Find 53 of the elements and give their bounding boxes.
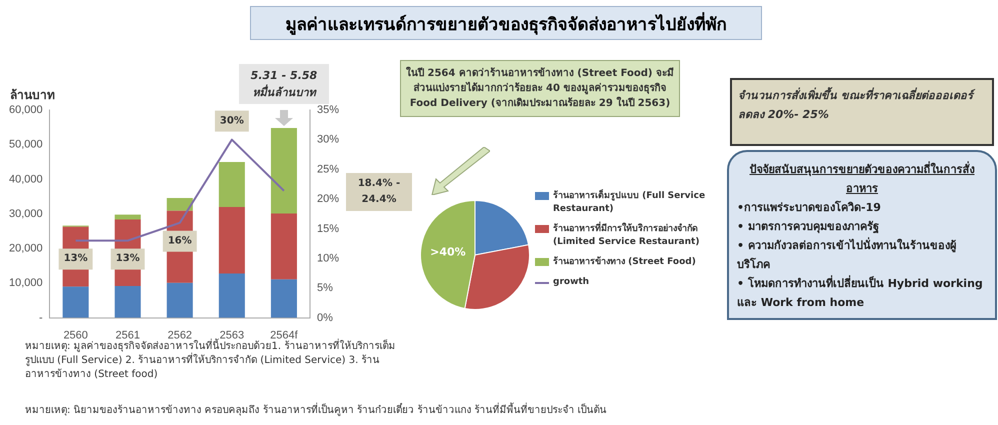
data-label: 13% — [116, 253, 140, 264]
x-tick-label: 2561 — [116, 329, 140, 342]
y2-tick-label: 30% — [316, 134, 340, 146]
legend-label: ร้านอาหารเต็มรูปแบบ (Full Service Restaurant) — [553, 190, 706, 216]
data-label: 30% — [220, 115, 244, 126]
bar — [270, 214, 297, 280]
bar — [114, 286, 141, 318]
bar — [218, 273, 245, 318]
y-tick-label: 50,000 — [8, 138, 43, 151]
text: • ความกังวลต่อการเข้าไปนั่งทานในร้านของผู้บริโภค — [737, 236, 957, 273]
text: จำนวนการสั่งเพิ่มขึ้น ขณะที่ราคาเฉลี่ยต่อออเดอร์ลดลง 20%- 25% — [730, 78, 994, 146]
legend-label: ร้านอาหารข้างทาง (Street Food) — [553, 256, 696, 269]
bar — [114, 214, 141, 220]
y2-tick-label: 15% — [316, 222, 340, 235]
data-label: 16% — [168, 235, 192, 246]
bar — [62, 286, 89, 318]
y2-tick-label: 25% — [316, 163, 340, 176]
bar — [270, 279, 297, 318]
y2-tick-label: 35% — [316, 104, 340, 116]
data-label: 13% — [64, 253, 88, 264]
y-tick-label: - — [38, 312, 43, 324]
annotation: 5.31 - 5.58 หมื่นล้านบาท — [238, 64, 329, 104]
bar — [270, 128, 297, 214]
bar — [166, 198, 193, 211]
text: มูลค่าและเทรนด์การขยายตัวของธุรกิจจัดส่งอาหารไปยังที่พัก — [250, 6, 762, 40]
x-tick-label: 2560 — [63, 329, 88, 342]
text: ปัจจัยสนับสนุนการขยายตัวของความถี่ในการสั่งอาหาร — [748, 160, 976, 197]
legend-label: ร้านอาหารที่มีการให้บริการอย่างจำกัด (Limited Service Restaurant) — [553, 223, 700, 249]
x-tick-label: 2562 — [168, 329, 192, 342]
legend-label: growth — [553, 276, 590, 289]
y-tick-label: 60,000 — [8, 104, 43, 116]
bar — [218, 162, 245, 207]
y-tick-label: 40,000 — [8, 173, 43, 186]
text: หมายเหตุ: นิยามของร้านอาหารข้างทาง ครอบคลุมถึง ร้านอาหารที่เป็นคูหา ร้านก๋วยเตี๋ยว ร้านข้าวแกง ร้านที่มีพื้นที่ขายประจำ เป็นต้น — [25, 404, 608, 418]
y2-tick-label: 10% — [316, 252, 340, 264]
y-axis-title: ล้านบาท — [10, 87, 55, 104]
y-tick-label: 20,000 — [8, 242, 43, 255]
text: • โหมดการทำงานที่เปลี่ยนเป็น Hybrid working และ Work from home — [737, 274, 984, 311]
y-tick-label: 10,000 — [8, 277, 43, 290]
x-tick-label: 2564f — [270, 329, 299, 342]
data-label: >40% — [430, 245, 466, 258]
y-tick-label: 30,000 — [8, 208, 43, 220]
y2-tick-label: 5% — [316, 282, 334, 294]
bar — [166, 282, 193, 318]
text: 18.4% - 24.4% — [346, 173, 412, 212]
y2-tick-label: 0% — [316, 312, 334, 324]
text: ในปี 2564 คาดว่าร้านอาหารข้างทาง (Street Food) จะมีส่วนแบ่งรายได้มากกว่าร้อยละ 40 ของมูลค่ารวมของธุรกิจ Food Delivery (จากเดิมประมาณร้อยละ 29 ในปี 2563) — [400, 60, 680, 117]
text: • มาตรการควบคุมของภาครัฐ — [737, 219, 880, 236]
text: •การแพร่ระบาดของโควิด-19 — [737, 200, 882, 216]
x-tick-label: 2563 — [220, 329, 244, 342]
text: หมายเหตุ: มูลค่าของธุรกิจจัดส่งอาหารในที่นี้ประกอบด้วย1. ร้านอาหารที่ให้บริการเต็มรูปแบบ (Full Service) 2. ร้านอาหารที่ให้บริการจำกัด (Limited Service) 3. ร้านอาหารข้างทาง (Street food) — [25, 340, 396, 382]
bar — [218, 206, 245, 274]
y2-tick-label: 20% — [316, 193, 340, 206]
